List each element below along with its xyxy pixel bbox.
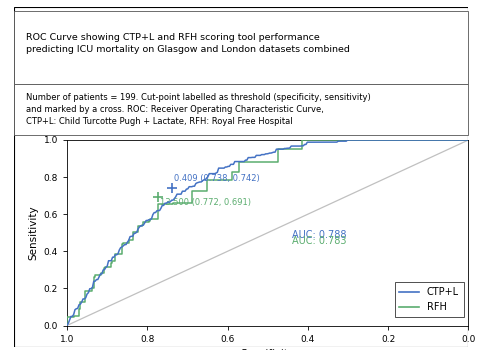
Text: AUC: 0.783: AUC: 0.783 [292,236,346,246]
Text: AUC: 0.788: AUC: 0.788 [292,230,346,240]
Legend: CTP+L, RFH: CTP+L, RFH [394,282,464,317]
X-axis label: Specificity: Specificity [240,349,295,350]
Text: ROC Curve showing CTP+L and RFH scoring tool performance
predicting ICU mortalit: ROC Curve showing CTP+L and RFH scoring … [26,33,349,54]
Text: Number of patients = 199. Cut-point labelled as threshold (specificity, sensitiv: Number of patients = 199. Cut-point labe… [26,93,370,126]
Text: 13.500 (0.772, 0.691): 13.500 (0.772, 0.691) [161,198,251,207]
Y-axis label: Sensitivity: Sensitivity [28,205,38,260]
Text: 0.409 (0.738, 0.742): 0.409 (0.738, 0.742) [174,174,260,183]
